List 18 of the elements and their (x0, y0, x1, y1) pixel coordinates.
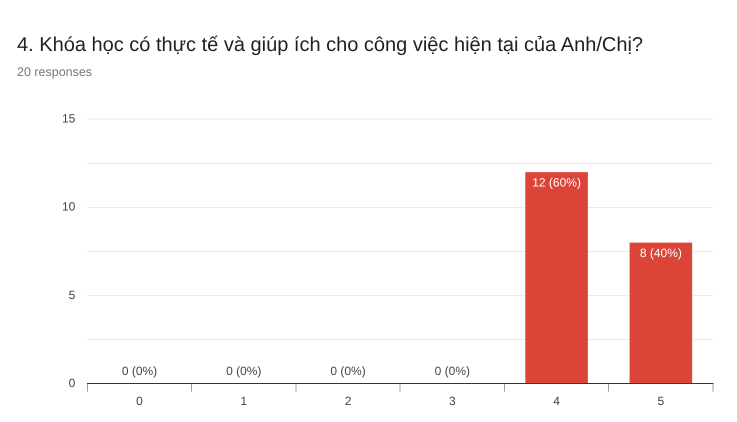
x-tick-label: 4 (553, 394, 560, 408)
y-tick-label: 15 (62, 112, 76, 126)
x-tick-label: 5 (658, 394, 665, 408)
chart-title: 4. Khóa học có thực tế và giúp ích cho công việc hiện tại của Anh/Chị? (17, 34, 644, 57)
data-label: 0 (0%) (226, 364, 262, 378)
x-tick-label: 2 (344, 394, 352, 408)
data-label: 8 (40%) (640, 246, 682, 260)
data-label: 0 (0%) (330, 364, 366, 378)
y-tick-label: 0 (68, 376, 76, 390)
x-tick-label: 3 (448, 394, 456, 408)
x-tick-label: 0 (136, 394, 144, 408)
chart-subtitle: 20 responses (17, 65, 92, 79)
data-label: 0 (0%) (122, 364, 158, 378)
y-tick-label: 10 (62, 200, 76, 214)
data-label: 12 (60%) (532, 175, 581, 190)
data-label: 0 (0%) (434, 364, 470, 378)
x-tick-label: 1 (240, 394, 248, 408)
y-tick-label: 5 (68, 288, 76, 302)
